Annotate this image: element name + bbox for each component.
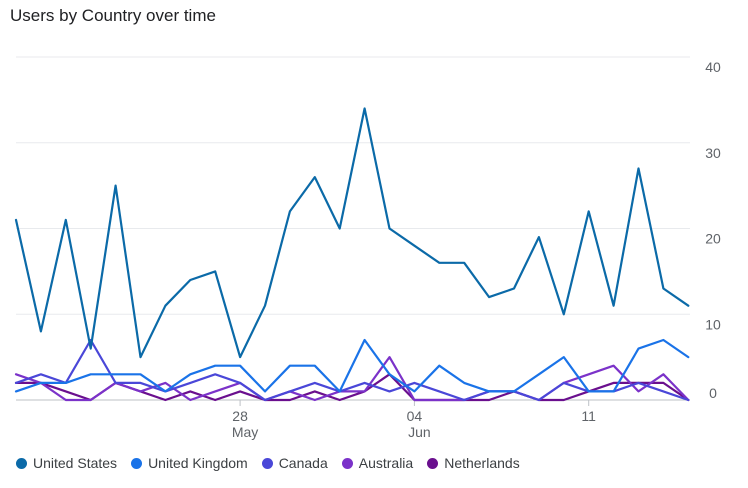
legend-swatch	[427, 457, 439, 469]
legend-item-netherlands[interactable]: Netherlands	[427, 455, 520, 471]
legend-label: United Kingdom	[148, 455, 248, 471]
legend-item-united-kingdom[interactable]: United Kingdom	[131, 455, 248, 471]
y-tick-label-20: 20	[705, 231, 721, 247]
chart-legend: United States United Kingdom Canada Austral…	[16, 455, 520, 471]
x-tick-label-day: 04	[407, 408, 423, 424]
legend-swatch	[16, 457, 27, 469]
chart-title: Users by Country over time	[10, 6, 216, 25]
x-tick-label-day: 11	[581, 408, 596, 424]
legend-item-united-states[interactable]: United States	[16, 455, 117, 471]
legend-item-canada[interactable]: Canada	[261, 455, 328, 471]
x-tick-label-month: May	[232, 424, 258, 440]
y-tick-label-30: 30	[705, 145, 721, 161]
series-line-united-kingdom	[14, 338, 690, 393]
series-line-canada	[14, 338, 690, 402]
legend-label: Netherlands	[444, 455, 520, 471]
y-tick-label-0: 0	[709, 385, 717, 401]
legend-label: Australia	[358, 455, 414, 471]
legend-swatch	[131, 457, 143, 469]
legend-swatch	[261, 457, 273, 469]
legend-label: Canada	[278, 455, 328, 471]
x-tick-label-month: Jun	[408, 424, 431, 440]
series-line-united-states	[14, 107, 690, 359]
y-tick-label-40: 40	[705, 59, 721, 75]
y-tick-label-10: 10	[705, 316, 721, 332]
line-chart: 01020304028May04Jun1118	[14, 56, 721, 440]
series-line-australia	[14, 356, 690, 402]
legend-item-australia[interactable]: Australia	[341, 455, 414, 471]
legend-label: United States	[33, 455, 118, 471]
legend-swatch	[341, 457, 353, 469]
x-tick-label-day: 28	[232, 408, 248, 424]
